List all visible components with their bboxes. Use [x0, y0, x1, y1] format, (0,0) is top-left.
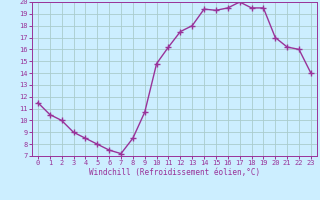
X-axis label: Windchill (Refroidissement éolien,°C): Windchill (Refroidissement éolien,°C): [89, 168, 260, 177]
